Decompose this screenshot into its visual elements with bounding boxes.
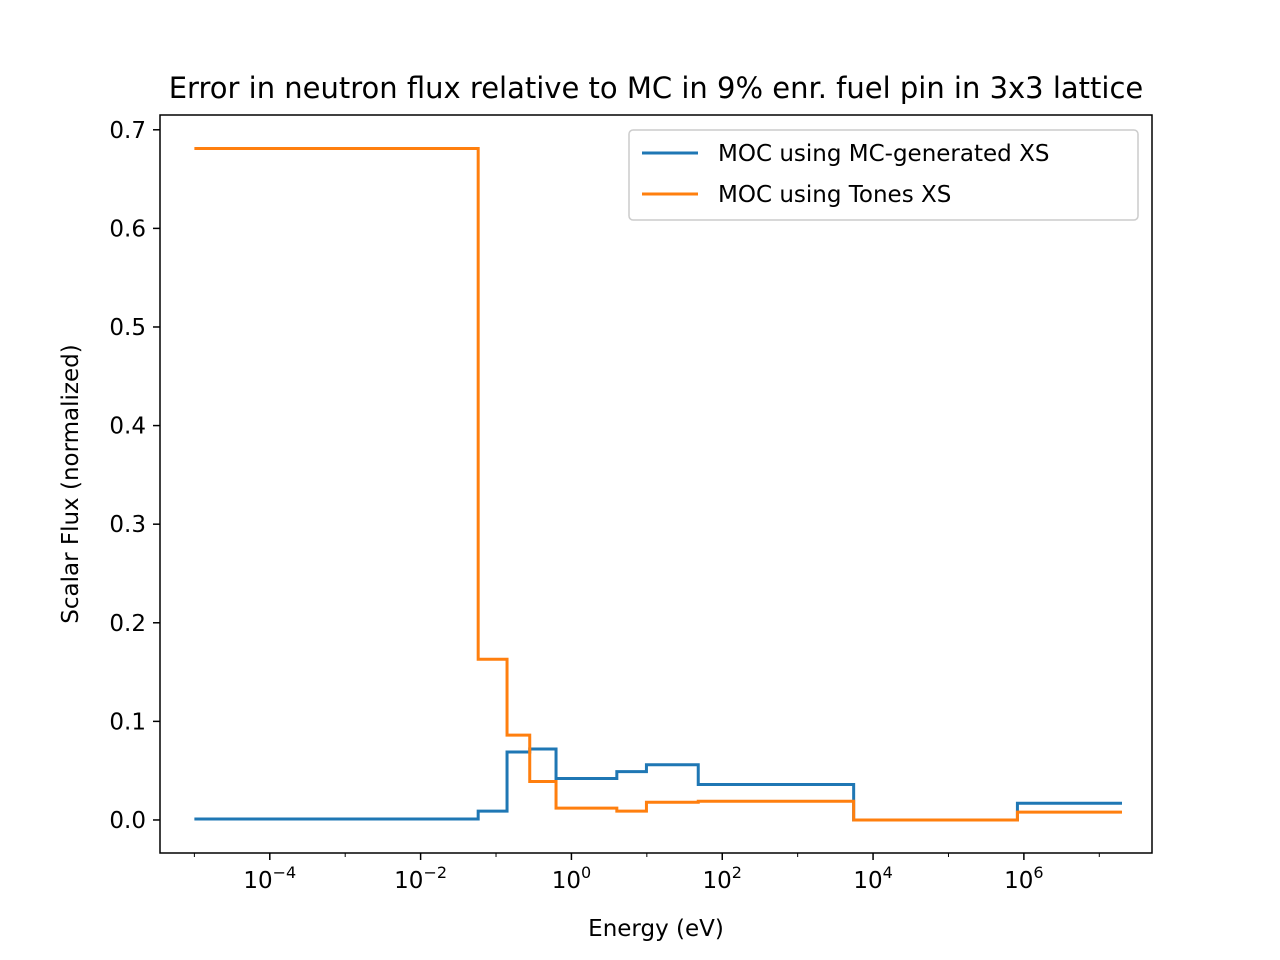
y-axis-ticks: 0.0 0.1 0.2 0.3 0.4 0.5 0.6 0.7 [109, 118, 160, 834]
x-tick-label: 100 [552, 863, 591, 894]
y-tick-label: 0.0 [109, 808, 146, 834]
y-tick-label: 0.2 [109, 611, 146, 637]
series-layer [194, 147, 1122, 822]
x-axis-ticks: 10−4 10−2 100 102 104 106 [193, 853, 1100, 894]
series-line-mc [194, 747, 1122, 822]
legend-label-tones: MOC using Tones XS [718, 182, 951, 208]
legend: MOC using MC-generated XS MOC using Tone… [628, 129, 1139, 221]
y-tick-label: 0.4 [109, 414, 146, 440]
plot-area [194, 147, 1122, 822]
chart-title: Error in neutron flux relative to MC in … [169, 71, 1144, 105]
y-tick-label: 0.3 [109, 512, 146, 538]
axes-frame [159, 114, 1153, 854]
x-tick-label: 106 [1004, 863, 1043, 894]
y-axis-label: Scalar Flux (normalized) [58, 344, 84, 623]
x-tick-label: 10−4 [243, 863, 296, 894]
x-axis-label: Energy (eV) [588, 916, 724, 942]
legend-box [628, 129, 1139, 221]
y-tick-label: 0.6 [109, 216, 146, 242]
x-tick-label: 102 [703, 863, 742, 894]
legend-label-mc: MOC using MC-generated XS [718, 141, 1049, 167]
y-tick-label: 0.7 [109, 118, 146, 144]
x-tick-label: 104 [853, 863, 892, 894]
y-tick-label: 0.1 [109, 709, 146, 735]
y-tick-label: 0.5 [109, 315, 146, 341]
series-line-tones [194, 147, 1122, 822]
x-tick-label: 10−2 [394, 863, 447, 894]
